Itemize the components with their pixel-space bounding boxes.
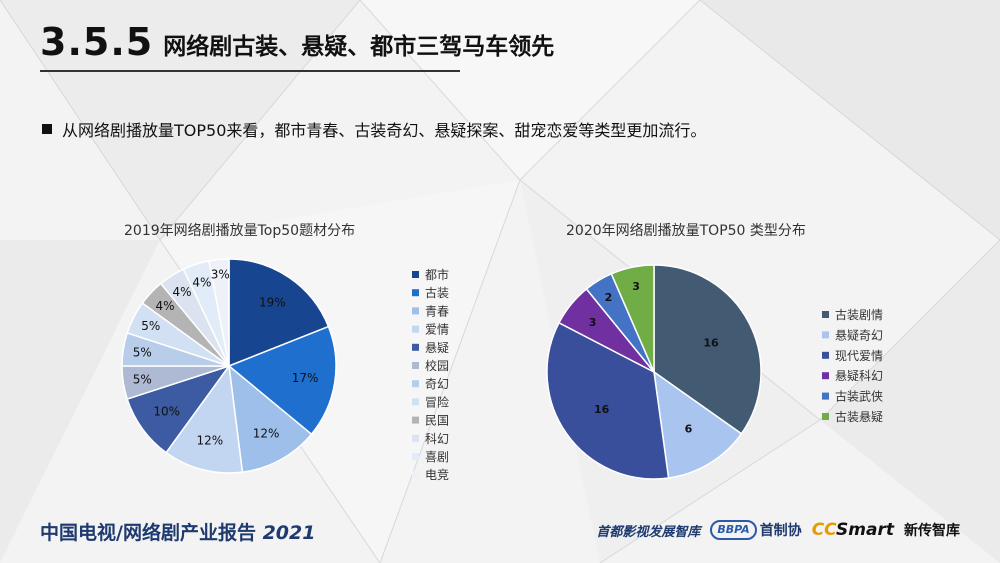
pie-label-0-8: 4% bbox=[155, 299, 174, 313]
legend-swatch-0-10 bbox=[412, 453, 419, 460]
pie-label-0-10: 4% bbox=[192, 276, 211, 290]
legend-label-0-1: 古装 bbox=[425, 285, 449, 300]
legend-label-1-0: 古装剧情 bbox=[835, 307, 883, 322]
pie-slice-1-1 bbox=[653, 370, 743, 479]
legend-label-0-3: 爱情 bbox=[425, 323, 449, 337]
legend-swatch-1-1 bbox=[822, 331, 829, 339]
legend-swatch-0-11 bbox=[412, 471, 419, 479]
legend-swatch-0-2 bbox=[412, 307, 419, 315]
legend-label-0-9: 科幻 bbox=[425, 432, 449, 446]
legend-label-0-0: 都市 bbox=[425, 267, 449, 282]
legend-label-0-11: 电竞 bbox=[425, 468, 449, 482]
logo-bbpa: BBPA 首制协 bbox=[710, 520, 802, 540]
pie-label-1-4: 2 bbox=[605, 291, 613, 304]
bullet-point: 从网络剧播放量TOP50来看，都市青春、古装奇幻、悬疑探案、甜宠恋爱等类型更加流… bbox=[42, 117, 706, 141]
legend-swatch-0-0 bbox=[412, 271, 419, 278]
legend-swatch-0-9 bbox=[412, 434, 419, 442]
legend-swatch-1-2 bbox=[822, 351, 829, 359]
legend-label-1-2: 现代爱情 bbox=[835, 349, 883, 363]
legend-label-0-7: 冒险 bbox=[425, 394, 449, 409]
header-underline bbox=[40, 70, 460, 72]
legend-swatch-0-5 bbox=[412, 362, 419, 369]
legend-swatch-1-3 bbox=[822, 372, 829, 380]
pie-label-0-6: 5% bbox=[133, 345, 152, 359]
report-year: 2021 bbox=[262, 522, 316, 544]
bullet-square-icon bbox=[42, 124, 52, 134]
pie-label-1-3: 3 bbox=[589, 316, 597, 329]
legend-label-1-4: 古装武侠 bbox=[835, 389, 883, 404]
legend-swatch-1-4 bbox=[822, 392, 829, 400]
legend-swatch-0-3 bbox=[412, 325, 419, 333]
pie-label-1-5: 3 bbox=[632, 280, 640, 293]
pie-label-0-9: 4% bbox=[172, 285, 191, 299]
pie-slice-0-3 bbox=[165, 364, 244, 474]
bullet-text: 从网络剧播放量TOP50来看，都市青春、古装奇幻、悬疑探案、甜宠恋爱等类型更加流… bbox=[62, 121, 707, 140]
legend-swatch-1-5 bbox=[822, 413, 829, 420]
legend-label-1-3: 悬疑科幻 bbox=[835, 368, 883, 383]
logo-ccsmart: CCSmart bbox=[811, 520, 894, 540]
legend-swatch-0-1 bbox=[412, 289, 419, 297]
pie-label-0-0: 19% bbox=[259, 295, 286, 309]
pie-slice-0-2 bbox=[228, 364, 313, 473]
pie-label-0-2: 12% bbox=[253, 427, 280, 441]
legend-label-0-5: 校园 bbox=[425, 358, 449, 373]
pie-label-1-1: 6 bbox=[685, 423, 693, 436]
pie-slice-1-2 bbox=[546, 321, 670, 480]
legend-label-0-2: 青春 bbox=[425, 304, 449, 318]
pie-label-0-11: 3% bbox=[211, 267, 230, 281]
page-header: 3.5.5 网络剧古装、悬疑、都市三驾马车领先 bbox=[40, 22, 554, 62]
pie-slice-0-11 bbox=[208, 258, 230, 367]
chart-title-2019: 2019年网络剧播放量Top50题材分布 bbox=[124, 223, 356, 239]
pie-label-0-3: 12% bbox=[196, 434, 223, 448]
pie-label-0-4: 10% bbox=[153, 404, 180, 418]
legend-label-1-1: 悬疑奇幻 bbox=[835, 327, 883, 342]
legend-swatch-0-4 bbox=[412, 343, 419, 351]
bbpa-badge: BBPA bbox=[710, 520, 757, 540]
legend-swatch-0-8 bbox=[412, 416, 419, 424]
page-title: 网络剧古装、悬疑、都市三驾马车领先 bbox=[163, 34, 555, 60]
pie-label-0-7: 5% bbox=[141, 319, 160, 333]
pie-slice-0-1 bbox=[227, 325, 337, 436]
pie-slice-1-0 bbox=[653, 264, 762, 435]
pie-label-0-1: 17% bbox=[292, 371, 319, 385]
legend-label-0-8: 民国 bbox=[425, 414, 449, 428]
legend-label-0-6: 奇幻 bbox=[425, 377, 449, 391]
report-title: 中国电视/网络剧产业报告 bbox=[40, 522, 256, 544]
legend-swatch-1-0 bbox=[822, 311, 829, 318]
logo-capital-film-think-tank: 首都影视发展智库 bbox=[596, 524, 701, 540]
legend-swatch-0-7 bbox=[412, 398, 419, 406]
pie-label-1-0: 16 bbox=[703, 337, 719, 350]
pie-slice-0-0 bbox=[228, 258, 330, 368]
pie-label-1-2: 16 bbox=[594, 403, 610, 416]
legend-swatch-0-6 bbox=[412, 380, 419, 388]
pie-slice-1-5 bbox=[610, 264, 655, 373]
chart-title-2020: 2020年网络剧播放量TOP50 类型分布 bbox=[566, 223, 806, 239]
footer-logos: 首都影视发展智库 BBPA 首制协 CCSmart 新传智库 bbox=[596, 520, 960, 540]
legend-label-0-10: 喜剧 bbox=[425, 450, 449, 464]
section-number: 3.5.5 bbox=[40, 20, 154, 64]
bbpa-name: 首制协 bbox=[759, 523, 802, 539]
report-name: 中国电视/网络剧产业报告 2021 bbox=[40, 518, 315, 545]
pie-label-0-5: 5% bbox=[133, 373, 152, 387]
legend-label-0-4: 悬疑 bbox=[425, 340, 449, 355]
legend-label-1-5: 古装悬疑 bbox=[835, 409, 883, 424]
ccsmart-name: 新传智库 bbox=[904, 523, 960, 539]
